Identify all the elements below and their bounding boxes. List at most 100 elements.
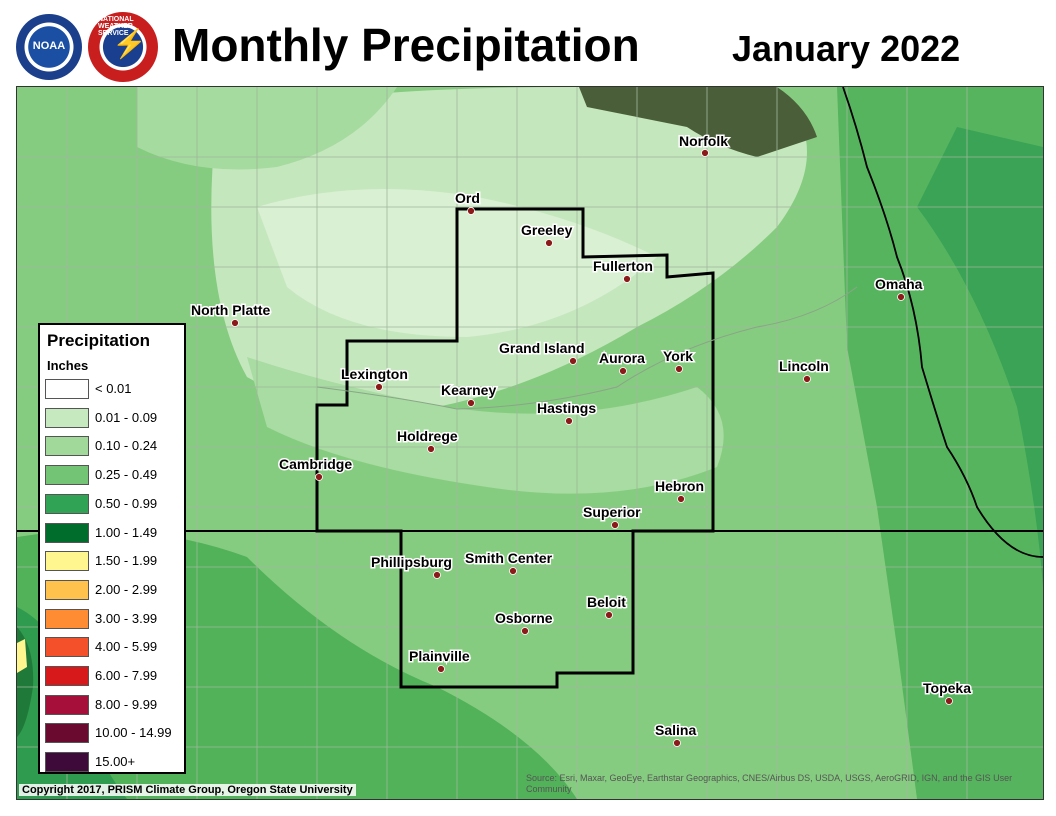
legend-item: 2.00 - 2.99: [45, 579, 185, 602]
legend-item: 10.00 - 14.99: [45, 723, 185, 745]
map-title: Monthly Precipitation: [172, 19, 640, 71]
city-label: Greeley: [521, 222, 573, 238]
city-marker[interactable]: Aurora: [598, 349, 647, 375]
legend-label: 15.00+: [95, 754, 136, 770]
city-label: Hastings: [537, 400, 596, 416]
state-boundary-east: [842, 87, 1043, 558]
city-dot: [619, 367, 627, 375]
legend-label: 1.50 - 1.99: [95, 553, 158, 569]
legend-item: 0.50 - 0.99: [45, 493, 185, 516]
city-dot: [467, 207, 475, 215]
legend-item: 1.50 - 1.99: [45, 551, 185, 573]
lightning-icon: ⚡: [112, 28, 147, 59]
legend-swatch: [45, 637, 89, 658]
city-dot: [467, 399, 475, 407]
legend-item: 0.10 - 0.24: [45, 436, 185, 458]
nws-logo: NATIONAL WEATHER SERVICE ⚡: [88, 12, 158, 82]
city-dot: [231, 319, 239, 327]
city-dot: [803, 375, 811, 383]
city-dot: [427, 445, 435, 453]
legend-swatch: [45, 493, 89, 514]
city-label: Lexington: [341, 366, 408, 382]
city-dot: [701, 149, 709, 157]
city-dot: [675, 365, 683, 373]
legend-title: Precipitation: [47, 331, 150, 350]
precip-central-band: [247, 357, 724, 494]
city-marker[interactable]: Hastings: [536, 399, 598, 425]
city-label: Superior: [583, 504, 641, 520]
city-label: Cambridge: [279, 456, 352, 472]
city-marker[interactable]: Hebron: [654, 477, 706, 503]
precip-north-band: [137, 87, 397, 170]
city-layer: Norfolk Ord Greeley Fullerton Omaha North Pla…: [190, 132, 973, 747]
legend-swatch: [45, 522, 89, 543]
city-dot: [677, 495, 685, 503]
city-dot: [623, 275, 631, 283]
city-label: Norfolk: [679, 133, 728, 149]
city-marker[interactable]: York: [662, 347, 695, 373]
precip-yellow-patch: [17, 639, 27, 673]
legend-label: 1.00 - 1.49: [95, 524, 158, 540]
city-marker[interactable]: Superior: [582, 503, 643, 529]
city-marker[interactable]: Holdrege: [396, 427, 459, 453]
city-dot: [545, 239, 553, 247]
city-label: Aurora: [599, 350, 645, 366]
city-marker[interactable]: Omaha: [874, 275, 924, 301]
nws-logo-text: NATIONAL WEATHER SERVICE: [98, 16, 134, 37]
legend-swatch: [45, 608, 89, 629]
city-label: Lincoln: [779, 358, 829, 374]
city-marker[interactable]: Beloit: [586, 593, 628, 619]
city-marker[interactable]: Grand Island: [498, 339, 586, 365]
city-marker[interactable]: North Platte: [190, 301, 272, 327]
legend-units: Inches: [47, 358, 89, 373]
city-label: Ord: [455, 190, 480, 206]
city-dot: [521, 627, 529, 635]
precip-east-heavy: [917, 127, 1043, 587]
legend-label: 6.00 - 7.99: [95, 668, 158, 683]
city-label: Fullerton: [593, 258, 653, 274]
legend-swatch: [45, 407, 89, 428]
city-label: North Platte: [191, 302, 271, 318]
city-dot: [897, 293, 905, 301]
city-marker[interactable]: Lexington: [340, 365, 409, 391]
city-marker[interactable]: Osborne: [494, 609, 554, 635]
legend-item: 3.00 - 3.99: [45, 608, 185, 631]
copyright-text: Copyright 2017, PRISM Climate Group, Ore…: [19, 784, 356, 796]
platte-river: [316, 286, 858, 410]
city-marker[interactable]: Phillipsburg: [370, 553, 453, 579]
legend-item: 6.00 - 7.99: [45, 666, 185, 688]
legend-swatch: [45, 752, 89, 773]
city-marker[interactable]: Kearney: [440, 381, 498, 407]
legend-item: < 0.01: [45, 379, 185, 401]
city-label: Osborne: [495, 610, 553, 626]
city-dot: [315, 473, 323, 481]
legend-label: 0.50 - 0.99: [95, 495, 158, 511]
legend-label: 0.10 - 0.24: [95, 438, 158, 454]
legend-swatch: [45, 723, 89, 744]
legend-swatch: [45, 379, 89, 399]
city-marker[interactable]: Cambridge: [278, 455, 354, 481]
imagery-patch: [579, 87, 817, 157]
legend-label: 3.00 - 3.99: [95, 610, 158, 626]
city-marker[interactable]: Salina: [654, 721, 698, 747]
city-marker[interactable]: Lincoln: [778, 357, 830, 383]
city-marker[interactable]: Ord: [454, 189, 481, 215]
legend-swatch: [45, 436, 89, 457]
city-label: Beloit: [587, 594, 626, 610]
city-dot: [569, 357, 577, 365]
city-marker[interactable]: Topeka: [922, 679, 973, 705]
legend-item: 1.00 - 1.49: [45, 522, 185, 545]
city-marker[interactable]: Norfolk: [678, 132, 730, 157]
city-marker[interactable]: Greeley: [520, 221, 574, 247]
noaa-logo: NOAA: [16, 14, 82, 80]
legend-swatch: [45, 465, 89, 486]
city-label: Kearney: [441, 382, 496, 398]
city-dot: [509, 567, 517, 575]
city-marker[interactable]: Smith Center: [464, 549, 554, 575]
noaa-logo-text: NOAA: [32, 40, 66, 52]
city-label: Hebron: [655, 478, 704, 494]
legend-label: 2.00 - 2.99: [95, 581, 158, 597]
city-marker[interactable]: Fullerton: [592, 257, 654, 283]
city-label: Omaha: [875, 276, 923, 292]
city-marker[interactable]: Plainville: [408, 647, 471, 673]
